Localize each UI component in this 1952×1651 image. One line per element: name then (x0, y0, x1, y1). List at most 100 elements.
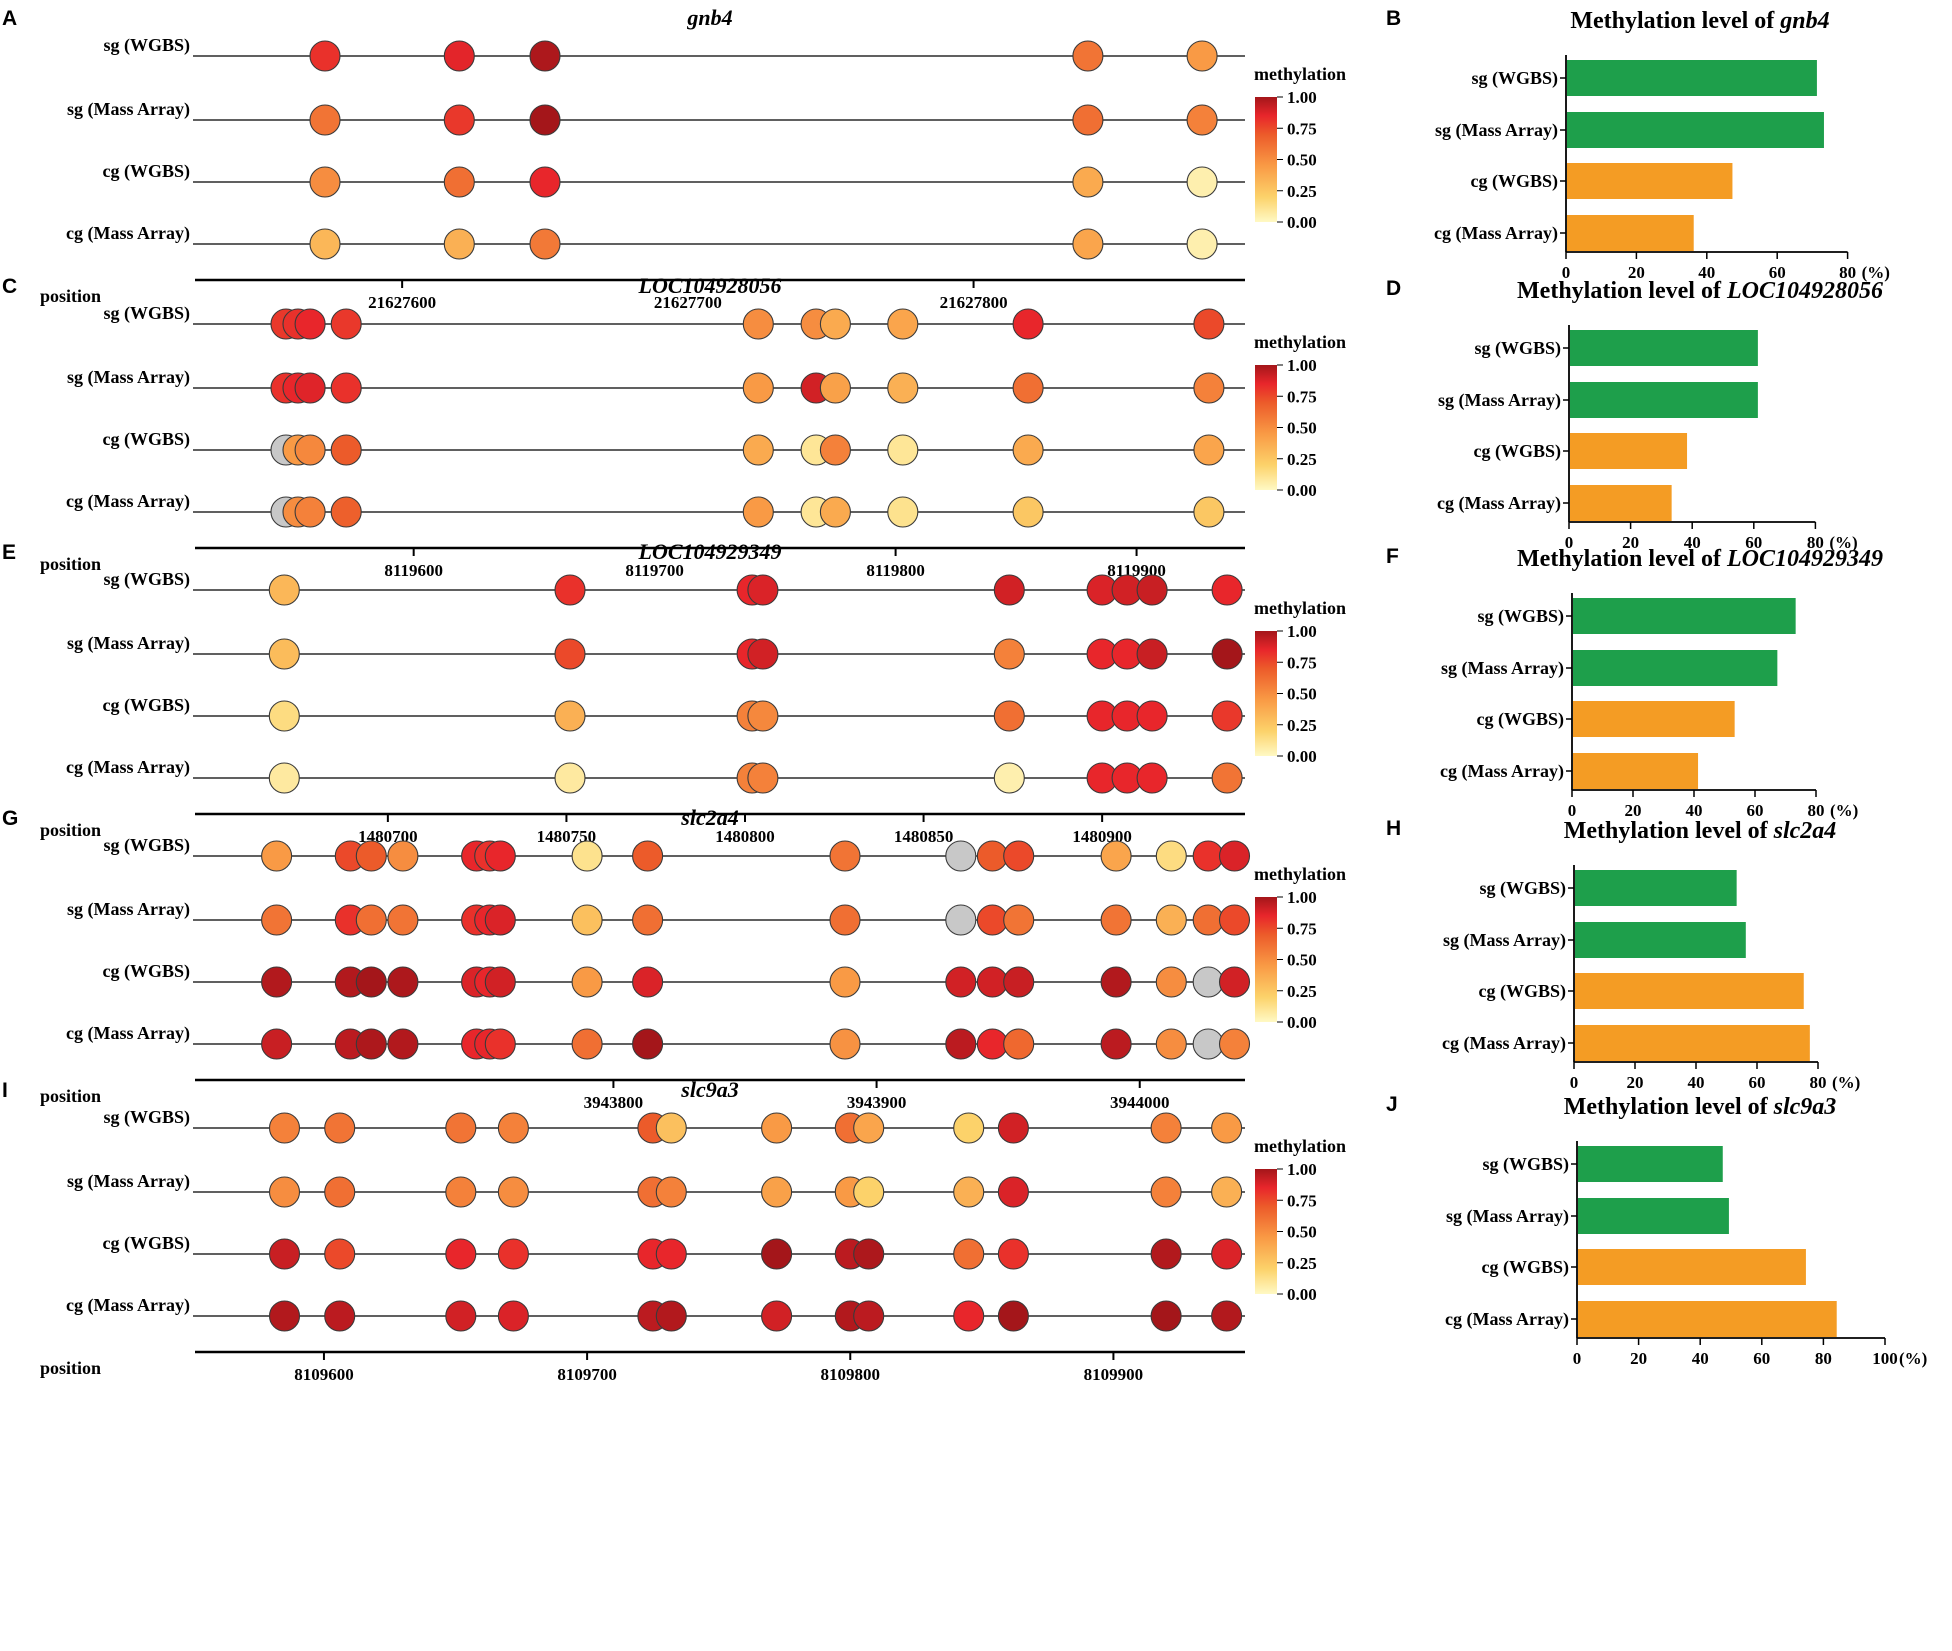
colorbar-tick-label: 0.25 (1287, 182, 1317, 201)
cpg-site-dot (571, 904, 603, 936)
cpg-site-dot (993, 574, 1025, 606)
bar (1575, 922, 1746, 958)
cpg-site-dot (1211, 700, 1243, 732)
bar-title-prefix: Methylation level of (1564, 1094, 1774, 1120)
cpg-site-dot (1193, 434, 1225, 466)
cpg-site-dot (261, 904, 293, 936)
cpg-site-dot (554, 574, 586, 606)
cpg-site-dot (443, 104, 475, 136)
bar-title: Methylation level of LOC104928056 (1517, 278, 1883, 304)
cpg-site-dot (632, 904, 664, 936)
bar-category-label: cg (Mass Array) (1434, 223, 1558, 244)
cpg-site-dot (655, 1238, 687, 1270)
cpg-site-dot (1186, 228, 1218, 260)
position-tick-label: 3943900 (847, 1093, 907, 1112)
cpg-site-dot (324, 1238, 356, 1270)
cpg-site-dot (993, 700, 1025, 732)
bar-category-label: cg (WGBS) (1474, 441, 1562, 462)
colorbar-title: methylation (1254, 864, 1346, 884)
cpg-site-dot (853, 1176, 885, 1208)
cpg-site-dot (655, 1300, 687, 1332)
cpg-site-dot (484, 966, 516, 998)
bar-category-label: sg (Mass Array) (1438, 390, 1561, 411)
cpg-site-dot (1211, 1112, 1243, 1144)
cpg-site-dot (747, 700, 779, 732)
gene-title: LOC104929349 (638, 539, 782, 564)
cpg-site-dot (1192, 840, 1224, 872)
bar (1570, 330, 1758, 366)
position-tick-label: 8119700 (625, 561, 684, 580)
row-label: cg (WGBS) (103, 161, 191, 182)
cpg-site-dot (1150, 1300, 1182, 1332)
bar-x-unit: (%) (1862, 263, 1890, 282)
row-label: cg (WGBS) (103, 429, 191, 450)
bar-category-label: cg (WGBS) (1482, 1257, 1570, 1278)
cpg-site-dot (1100, 840, 1132, 872)
cpg-site-dot (953, 1112, 985, 1144)
row-label: cg (Mass Array) (66, 1023, 190, 1044)
panel-letter-b: B (1386, 7, 1401, 30)
colorbar-tick-label: 0.75 (1287, 653, 1317, 672)
bar-category-label: sg (Mass Array) (1441, 658, 1564, 679)
cpg-site-dot (1186, 40, 1218, 72)
cpg-site-dot (997, 1176, 1029, 1208)
cpg-site-dot (761, 1238, 793, 1270)
colorbar-tick-label: 0.50 (1287, 685, 1317, 704)
cpg-site-dot (1218, 966, 1251, 998)
cpg-site-dot (819, 372, 851, 404)
cpg-site-dot (529, 166, 561, 198)
cpg-site-dot (261, 1028, 293, 1060)
cpg-site-dot (387, 904, 419, 936)
cpg-site-dot (1012, 496, 1044, 528)
panel-f-bar: F Methylation level of LOC104929349 sg (WG… (1386, 545, 1883, 820)
bar-category-label: sg (WGBS) (1479, 878, 1566, 899)
cpg-site-dot (355, 840, 387, 872)
cpg-site-dot (632, 840, 664, 872)
cpg-site-dot (309, 40, 341, 72)
gene-title: slc9a3 (680, 1077, 738, 1102)
cpg-site-dot (1193, 372, 1225, 404)
bar-category-label: cg (Mass Array) (1437, 493, 1561, 514)
gene-title: gnb4 (686, 5, 732, 30)
bar-x-tick-label: 60 (1747, 801, 1764, 820)
cpg-site-dot (324, 1112, 356, 1144)
cpg-site-dot (953, 1300, 985, 1332)
bar-category-label: sg (Mass Array) (1446, 1206, 1569, 1227)
cpg-site-dot (887, 496, 919, 528)
panel-letter-j: J (1386, 1093, 1398, 1116)
cpg-site-dot (997, 1238, 1029, 1270)
bar (1575, 870, 1737, 906)
bar-x-tick-label: 60 (1749, 1073, 1766, 1092)
cpg-site-dot (1072, 228, 1104, 260)
bar-title-gene: gnb4 (1779, 8, 1829, 34)
bar-title: Methylation level of gnb4 (1570, 8, 1829, 34)
bar-x-tick-label: 20 (1630, 1349, 1647, 1368)
cpg-site-dot (309, 228, 341, 260)
position-tick-label: 3944000 (1110, 1093, 1170, 1112)
cpg-site-dot (497, 1300, 529, 1332)
panel-letter-d: D (1386, 277, 1401, 300)
cpg-site-dot (1072, 166, 1104, 198)
cpg-site-dot (443, 40, 475, 72)
bar-x-tick-label: 40 (1692, 1349, 1709, 1368)
bar-x-tick-label: 20 (1622, 533, 1639, 552)
cpg-site-dot (529, 40, 561, 72)
cpg-site-dot (997, 1112, 1029, 1144)
colorbar-tick-label: 1.00 (1287, 88, 1317, 107)
panel-c-lollipop: C LOC104928056 sg (WGBS) sg (Mass Array) cg … (2, 273, 1346, 580)
bar (1578, 1198, 1729, 1234)
cpg-site-dot (1003, 966, 1035, 998)
position-tick-label: 1480850 (894, 827, 954, 846)
row-label: sg (Mass Array) (67, 899, 190, 920)
bar-x-tick-label: 40 (1686, 801, 1703, 820)
colorbar-tick-label: 0.00 (1287, 1285, 1317, 1304)
cpg-site-dot (829, 1028, 861, 1060)
position-tick-label: 1480800 (715, 827, 775, 846)
bar-x-tick-label: 40 (1684, 533, 1701, 552)
row-label: cg (WGBS) (103, 961, 191, 982)
cpg-site-dot (1218, 1028, 1251, 1060)
position-tick-label: 8109900 (1084, 1365, 1144, 1384)
cpg-site-dot (330, 372, 362, 404)
cpg-site-dot (443, 228, 475, 260)
